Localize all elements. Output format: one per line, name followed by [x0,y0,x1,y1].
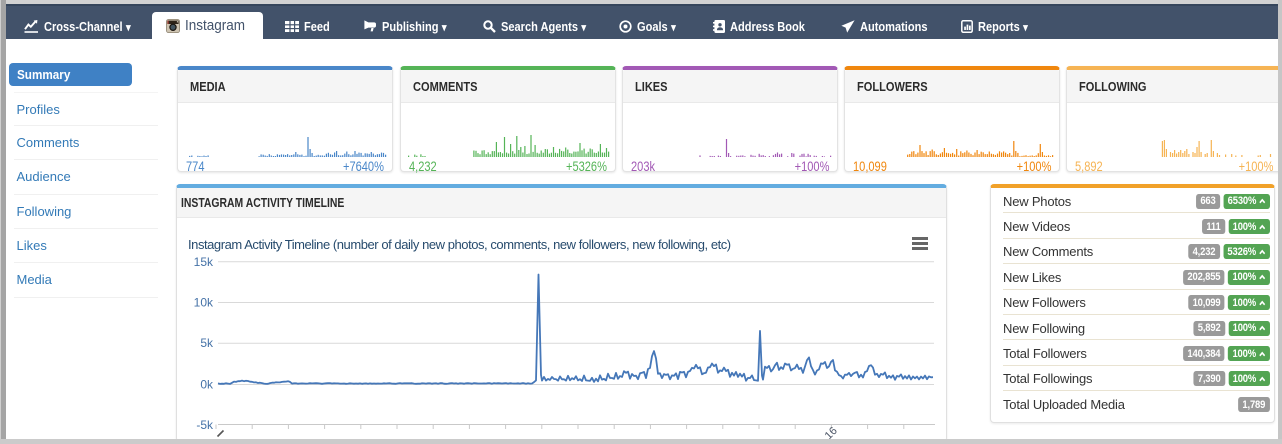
svg-text:5k: 5k [200,336,214,350]
svg-text:0k: 0k [200,378,214,392]
svg-text:15k: 15k [194,255,214,269]
svg-text:-5k: -5k [196,418,214,432]
svg-text:10k: 10k [194,296,214,310]
svg-text:16: 16 [823,425,840,442]
